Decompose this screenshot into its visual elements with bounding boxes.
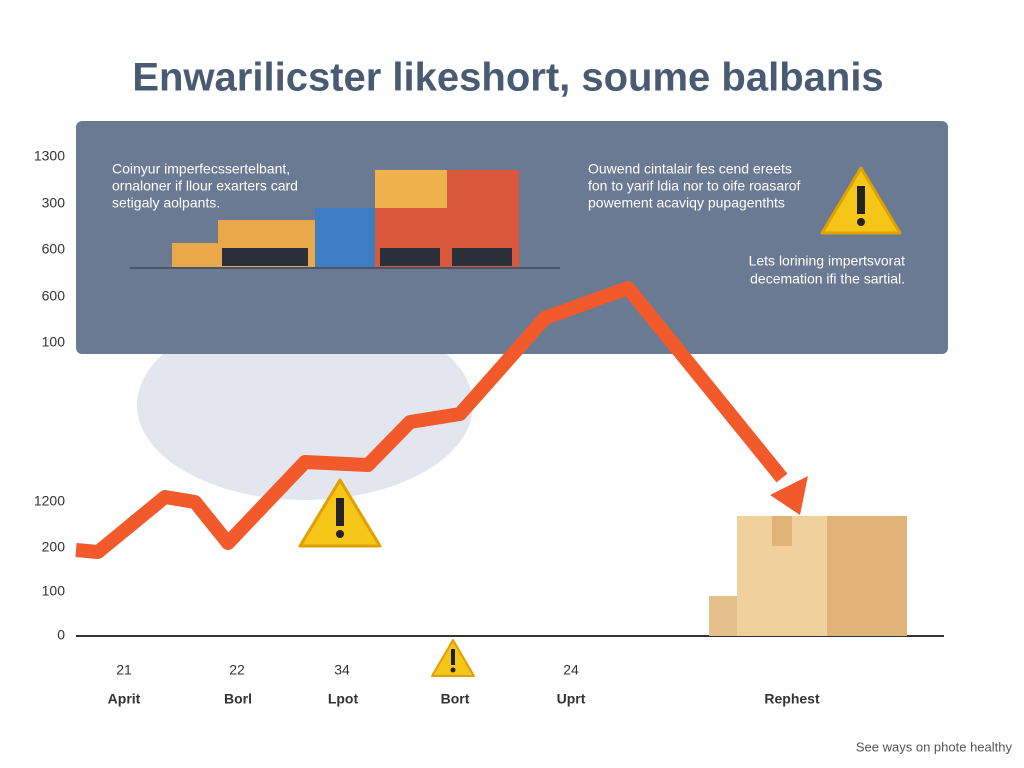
x-number: 21 xyxy=(116,662,132,678)
panel-notes: Coinyur imperfecssertelbant, ornaloner i… xyxy=(112,161,905,287)
x-label: Uprt xyxy=(557,691,586,707)
note-line: Coinyur imperfecssertelbant, xyxy=(112,161,290,177)
y-labels: 1300 300 600 600 100 1200 200 100 0 xyxy=(34,148,65,643)
y-label: 600 xyxy=(42,241,66,257)
y-label: 300 xyxy=(42,195,66,211)
box xyxy=(709,516,907,636)
y-label: 600 xyxy=(42,288,66,304)
x-label: Lpot xyxy=(328,691,359,707)
x-label: Rephest xyxy=(764,691,820,707)
x-number: 22 xyxy=(229,662,245,678)
warning-icon xyxy=(431,639,475,677)
footer: See ways on phote healthy xyxy=(856,739,1013,754)
y-label: 100 xyxy=(42,334,66,350)
x-label: Bort xyxy=(441,691,470,707)
title: Enwarilicster likeshort, soume balbanis xyxy=(132,56,883,100)
note-line: Ouwend cintalair fes cend ereets xyxy=(588,161,792,177)
note-line: setigaly aolpants. xyxy=(112,195,220,211)
trend-line xyxy=(75,281,788,559)
y-label: 1300 xyxy=(34,148,65,164)
warning-icon xyxy=(820,166,902,235)
note-line: decemation ifi the sartial. xyxy=(750,271,905,287)
note-line: ornaloner if llour exarters card xyxy=(112,178,298,194)
x-labels: 21 22 34 24 Aprit Borl Lpot Bort Uprt Re… xyxy=(108,662,820,707)
x-label: Aprit xyxy=(108,691,141,707)
y-label: 100 xyxy=(42,583,66,599)
note-line: Lets lorining impertsvorat xyxy=(749,253,906,269)
x-number: 24 xyxy=(563,662,579,678)
y-label: 200 xyxy=(42,539,66,555)
y-label: 0 xyxy=(57,627,65,643)
x-number: 34 xyxy=(334,662,350,678)
y-label: 1200 xyxy=(34,493,65,509)
note-line: powement acaviqy pupagenthts xyxy=(588,195,785,211)
trend-arrow xyxy=(770,476,808,515)
note-line: fon to yarif ldia nor to oife roasarof xyxy=(588,178,801,194)
x-label: Borl xyxy=(224,691,252,707)
warning-icon xyxy=(298,478,382,548)
containers xyxy=(130,170,560,269)
